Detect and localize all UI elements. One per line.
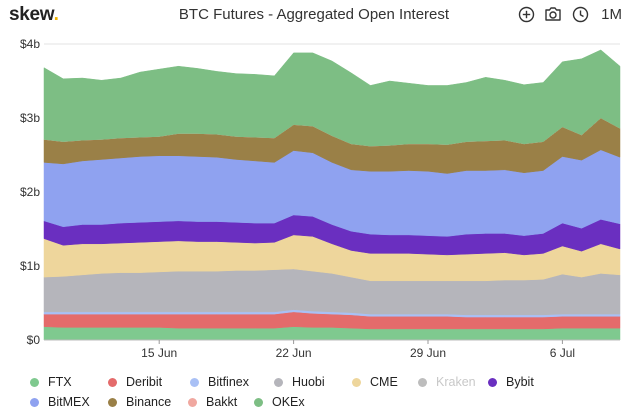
y-tick-label: $1b [20,259,40,273]
legend-label: CME [370,375,398,389]
legend-label: Bitfinex [208,375,249,389]
legend-swatch [418,377,427,387]
legend-item-kraken[interactable]: Kraken [418,374,478,390]
legend-label: Bybit [506,375,534,389]
y-tick-label: $3b [20,111,40,125]
clock-icon[interactable] [571,5,589,23]
open-interest-chart: $0 $1b $2b $3b $4b 15 Jun 22 Jun 29 Jun 6 Jul [20,37,621,360]
legend-swatch [488,377,497,387]
legend-label: OKEx [272,395,305,409]
legend-swatch [254,397,263,407]
legend-swatch [190,377,199,387]
y-tick-label: $4b [20,37,40,51]
legend-label: Bakkt [206,395,238,409]
legend-item-bybit[interactable]: Bybit [488,374,546,390]
legend-label: Binance [126,395,172,409]
legend-label: Kraken [436,375,476,389]
chart-header: skew. BTC Futures - Aggregated Open Inte… [0,0,628,30]
legend-swatch [352,377,361,387]
y-tick-label: $0 [27,333,41,347]
chart-title: BTC Futures - Aggregated Open Interest [178,6,450,23]
camera-icon[interactable] [544,5,562,23]
logo-dot: . [53,4,59,25]
chart-toolbar: 1M [517,5,622,23]
legend-item-ftx[interactable]: FTX [30,374,98,390]
legend-item-deribit[interactable]: Deribit [108,374,180,390]
legend-item-bakkt[interactable]: Bakkt [188,394,244,410]
chart-legend: FTX Deribit Bitfinex Huobi CME Kraken Bybit Bit… [30,374,620,410]
legend-item-bitfinex[interactable]: Bitfinex [190,374,264,390]
legend-label: Deribit [126,375,163,389]
legend-swatch [30,397,39,407]
legend-label: Huobi [292,375,325,389]
legend-item-binance[interactable]: Binance [108,394,178,410]
legend-item-okex[interactable]: OKEx [254,394,314,410]
legend-item-huobi[interactable]: Huobi [274,374,342,390]
legend-label: FTX [48,375,72,389]
chart-area: $0 $1b $2b $3b $4b 15 Jun 22 Jun 29 Jun 6 Jul [0,32,628,372]
y-tick-label: $2b [20,185,40,199]
x-tick-label: 22 Jun [276,346,312,360]
x-tick-label: 6 Jul [550,346,575,360]
legend-swatch [108,397,117,407]
logo-text: skew [9,4,54,25]
legend-swatch [30,377,39,387]
x-tick-label: 29 Jun [410,346,446,360]
area-okex [43,49,621,147]
skew-logo[interactable]: skew. [9,4,59,26]
zoom-in-icon[interactable] [517,5,535,23]
legend-swatch [188,397,197,407]
legend-label: BitMEX [48,395,90,409]
legend-swatch [274,377,283,387]
period-selector[interactable]: 1M [601,5,622,23]
legend-item-bitmex[interactable]: BitMEX [30,394,98,410]
x-tick-label: 15 Jun [141,346,177,360]
legend-swatch [108,377,117,387]
legend-item-cme[interactable]: CME [352,374,408,390]
